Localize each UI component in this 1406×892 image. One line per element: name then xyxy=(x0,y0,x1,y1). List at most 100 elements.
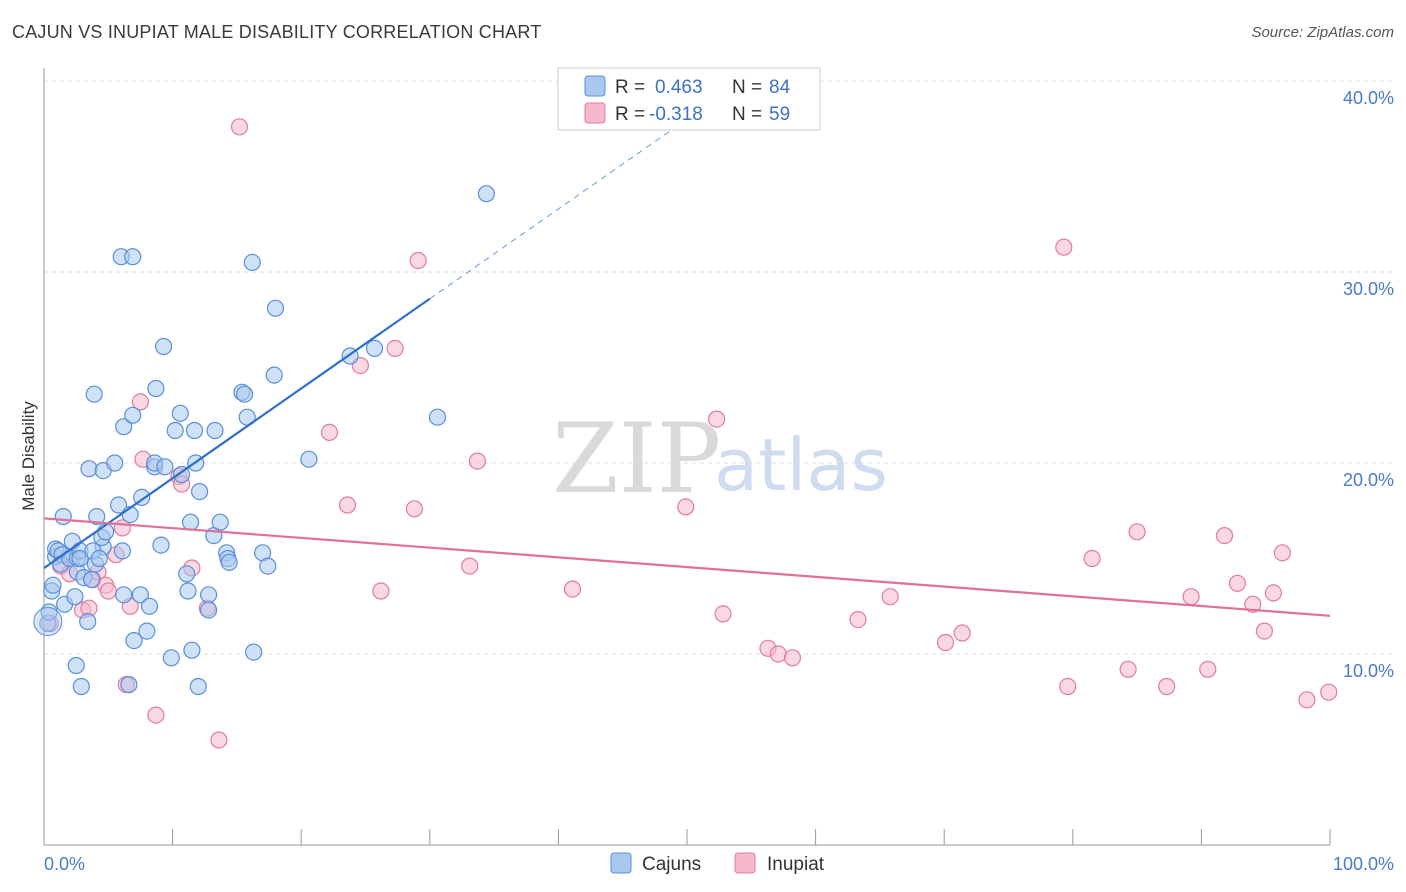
cajun-point-69 xyxy=(206,421,224,440)
y-axis-tick-labels: 10.0% 20.0% 30.0% 40.0% xyxy=(1343,88,1394,681)
x-tick-label-min: 0.0% xyxy=(44,854,85,874)
cajun-point-75 xyxy=(236,385,254,403)
inupiat-point-22 xyxy=(230,118,249,136)
inupiat-point-14 xyxy=(131,393,149,411)
inupiat-point-27 xyxy=(386,339,404,357)
inupiat-point-56 xyxy=(1273,544,1292,562)
cajun-point-83 xyxy=(300,450,318,468)
cajun-point-53 xyxy=(156,458,174,476)
cajun-n-label: N = xyxy=(732,77,762,98)
inupiat-point-24 xyxy=(338,496,357,514)
cajun-point-23 xyxy=(82,570,101,589)
inupiat-point-50 xyxy=(1199,660,1217,678)
cajun-point-38 xyxy=(115,418,133,436)
cajuns-legend-label: Cajuns xyxy=(642,854,701,875)
inupiat-point-21 xyxy=(210,731,228,749)
inupiat-point-48 xyxy=(1158,677,1176,696)
cajun-point-39 xyxy=(120,675,138,694)
inupiat-point-45 xyxy=(1083,549,1101,568)
inupiat-legend-swatch-bottom xyxy=(734,852,756,874)
cajun-cluster-point xyxy=(33,607,63,637)
trend-lines xyxy=(43,73,1331,617)
cajun-point-44 xyxy=(131,586,149,604)
inupiat-point-49 xyxy=(1182,588,1200,606)
cajun-point-78 xyxy=(245,643,263,661)
cajun-point-65 xyxy=(189,677,207,696)
inupiat-n-label: N = xyxy=(732,104,762,125)
cajun-point-73 xyxy=(220,553,238,571)
inupiat-point-54 xyxy=(1255,622,1274,640)
cajun-point-67 xyxy=(200,601,218,619)
cajun-point-58 xyxy=(178,565,196,583)
cajun-point-43 xyxy=(125,631,143,650)
watermark-zip: ZIP xyxy=(552,403,721,515)
cajun-point-37 xyxy=(115,586,133,604)
cajun-point-31 xyxy=(106,454,124,472)
cajun-point-41 xyxy=(124,248,142,266)
cajun-point-32 xyxy=(109,496,128,514)
inupiat-point-32 xyxy=(563,580,582,598)
inupiat-point-37 xyxy=(769,645,787,663)
cajun-r-value: 0.463 xyxy=(655,77,703,98)
stats-legend: R = 0.463 N = 84 R = -0.318 N = 59 xyxy=(557,67,821,131)
cajun-point-77 xyxy=(243,253,261,271)
inupiat-point-43 xyxy=(1055,238,1073,256)
inupiat-point-47 xyxy=(1128,523,1146,541)
cajun-point-82 xyxy=(266,299,285,317)
inupiat-point-40 xyxy=(881,588,899,606)
inupiat-point-46 xyxy=(1119,660,1137,678)
cajun-point-81 xyxy=(265,366,283,384)
inupiat-point-38 xyxy=(783,649,802,667)
chart-title: CAJUN VS INUPIAT MALE DISABILITY CORRELA… xyxy=(12,22,542,42)
inupiat-point-58 xyxy=(1320,683,1338,701)
y-tick-label-10: 10.0% xyxy=(1343,661,1394,681)
x-tick-label-max: 100.0% xyxy=(1333,854,1394,874)
cajun-point-21 xyxy=(79,612,97,631)
cajun-point-66 xyxy=(200,586,218,604)
inupiat-point-33 xyxy=(677,498,695,516)
cajun-n-value: 84 xyxy=(769,77,791,98)
y-axis-label: Male Disability xyxy=(19,401,38,511)
cajun-point-87 xyxy=(477,185,495,203)
inupiat-points xyxy=(41,118,1338,749)
cajun-point-61 xyxy=(183,641,201,659)
cajun-point-80 xyxy=(259,557,277,575)
cajun-point-19 xyxy=(67,656,85,675)
inupiat-point-28 xyxy=(405,500,423,518)
cajun-point-3 xyxy=(44,576,62,594)
inupiat-legend-label: Inupiat xyxy=(767,854,825,875)
cajun-point-59 xyxy=(179,582,197,600)
cajun-point-9 xyxy=(54,507,72,526)
cajun-point-60 xyxy=(182,513,200,531)
inupiat-r-value: -0.318 xyxy=(649,104,703,125)
y-tick-label-20: 20.0% xyxy=(1343,470,1394,490)
inupiat-point-42 xyxy=(953,624,971,642)
inupiat-point-30 xyxy=(461,557,479,575)
cajun-point-56 xyxy=(171,404,189,422)
inupiat-point-9 xyxy=(99,582,117,600)
inupiat-point-55 xyxy=(1264,584,1283,602)
cajun-point-36 xyxy=(113,542,132,560)
inupiat-point-52 xyxy=(1228,574,1247,592)
y-tick-label-30: 30.0% xyxy=(1343,279,1394,299)
cajun-point-55 xyxy=(166,421,184,440)
cajun-point-22 xyxy=(80,460,98,478)
cajun-point-49 xyxy=(147,379,165,398)
inupiat-point-26 xyxy=(372,582,390,600)
cajun-point-46 xyxy=(138,622,156,640)
cajun-r-label: R = xyxy=(615,77,645,98)
inupiat-point-16 xyxy=(147,706,165,724)
cajun-point-51 xyxy=(152,536,170,554)
cajun-point-13 xyxy=(66,588,84,606)
series-legend: Cajuns Inupiat xyxy=(610,852,825,875)
cajuns-legend-swatch xyxy=(610,852,632,874)
gridlines xyxy=(44,80,1394,655)
inupiat-point-53 xyxy=(1244,595,1262,613)
cajun-point-18 xyxy=(72,677,90,696)
cajun-point-54 xyxy=(162,649,180,667)
inupiat-trend-line xyxy=(43,517,1331,617)
cajun-point-62 xyxy=(185,421,204,440)
inupiat-point-29 xyxy=(409,251,427,270)
y-tick-label-40: 40.0% xyxy=(1343,88,1394,108)
source-credit: Source: ZipAtlas.com xyxy=(1251,24,1394,41)
